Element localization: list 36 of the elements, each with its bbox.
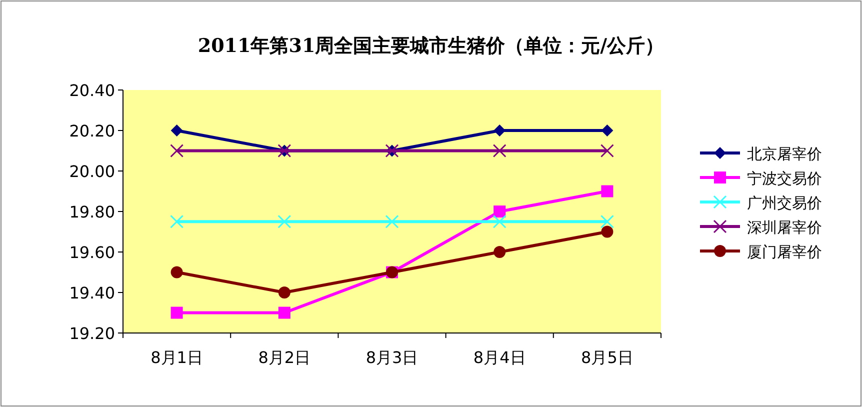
legend-label: 厦门屠宰价 [747,243,822,261]
chart-title: 2011年第31周全国主要城市生猪价（单位：元/公斤） [198,35,664,57]
y-tick-label: 19.60 [69,243,115,262]
y-tick-label: 19.80 [69,202,115,222]
legend-label: 深圳屠宰价 [747,218,822,236]
point [278,286,290,298]
point [170,214,184,228]
point [600,144,614,158]
point [170,144,184,158]
point [278,214,292,228]
y-tick-label: 19.40 [69,284,115,302]
point [170,124,183,136]
point [600,214,614,228]
point [601,185,614,198]
x-tick-label: 8月5日 [581,348,634,367]
point [494,246,506,258]
x-tick-label: 8月4日 [473,348,526,367]
x-tick-label: 8月3日 [366,348,418,367]
legend-label: 宁波交易价 [747,170,822,188]
y-tick-label: 20.20 [69,122,115,140]
point [601,226,614,238]
y-tick-label: 19.20 [69,324,115,343]
x-tick-label: 8月2日 [258,348,311,367]
legend-label: 北京屠宰价 [747,145,822,163]
point [278,306,290,319]
point [385,214,399,228]
point [492,214,506,228]
point [601,124,614,136]
point [494,206,506,218]
point [170,266,183,278]
point [170,306,183,319]
y-tick-label: 20.40 [69,81,115,100]
y-tick-label: 20.00 [69,162,115,181]
point [492,144,506,158]
x-tick-label: 8月1日 [150,348,203,367]
legend-label: 广州交易价 [747,194,822,212]
